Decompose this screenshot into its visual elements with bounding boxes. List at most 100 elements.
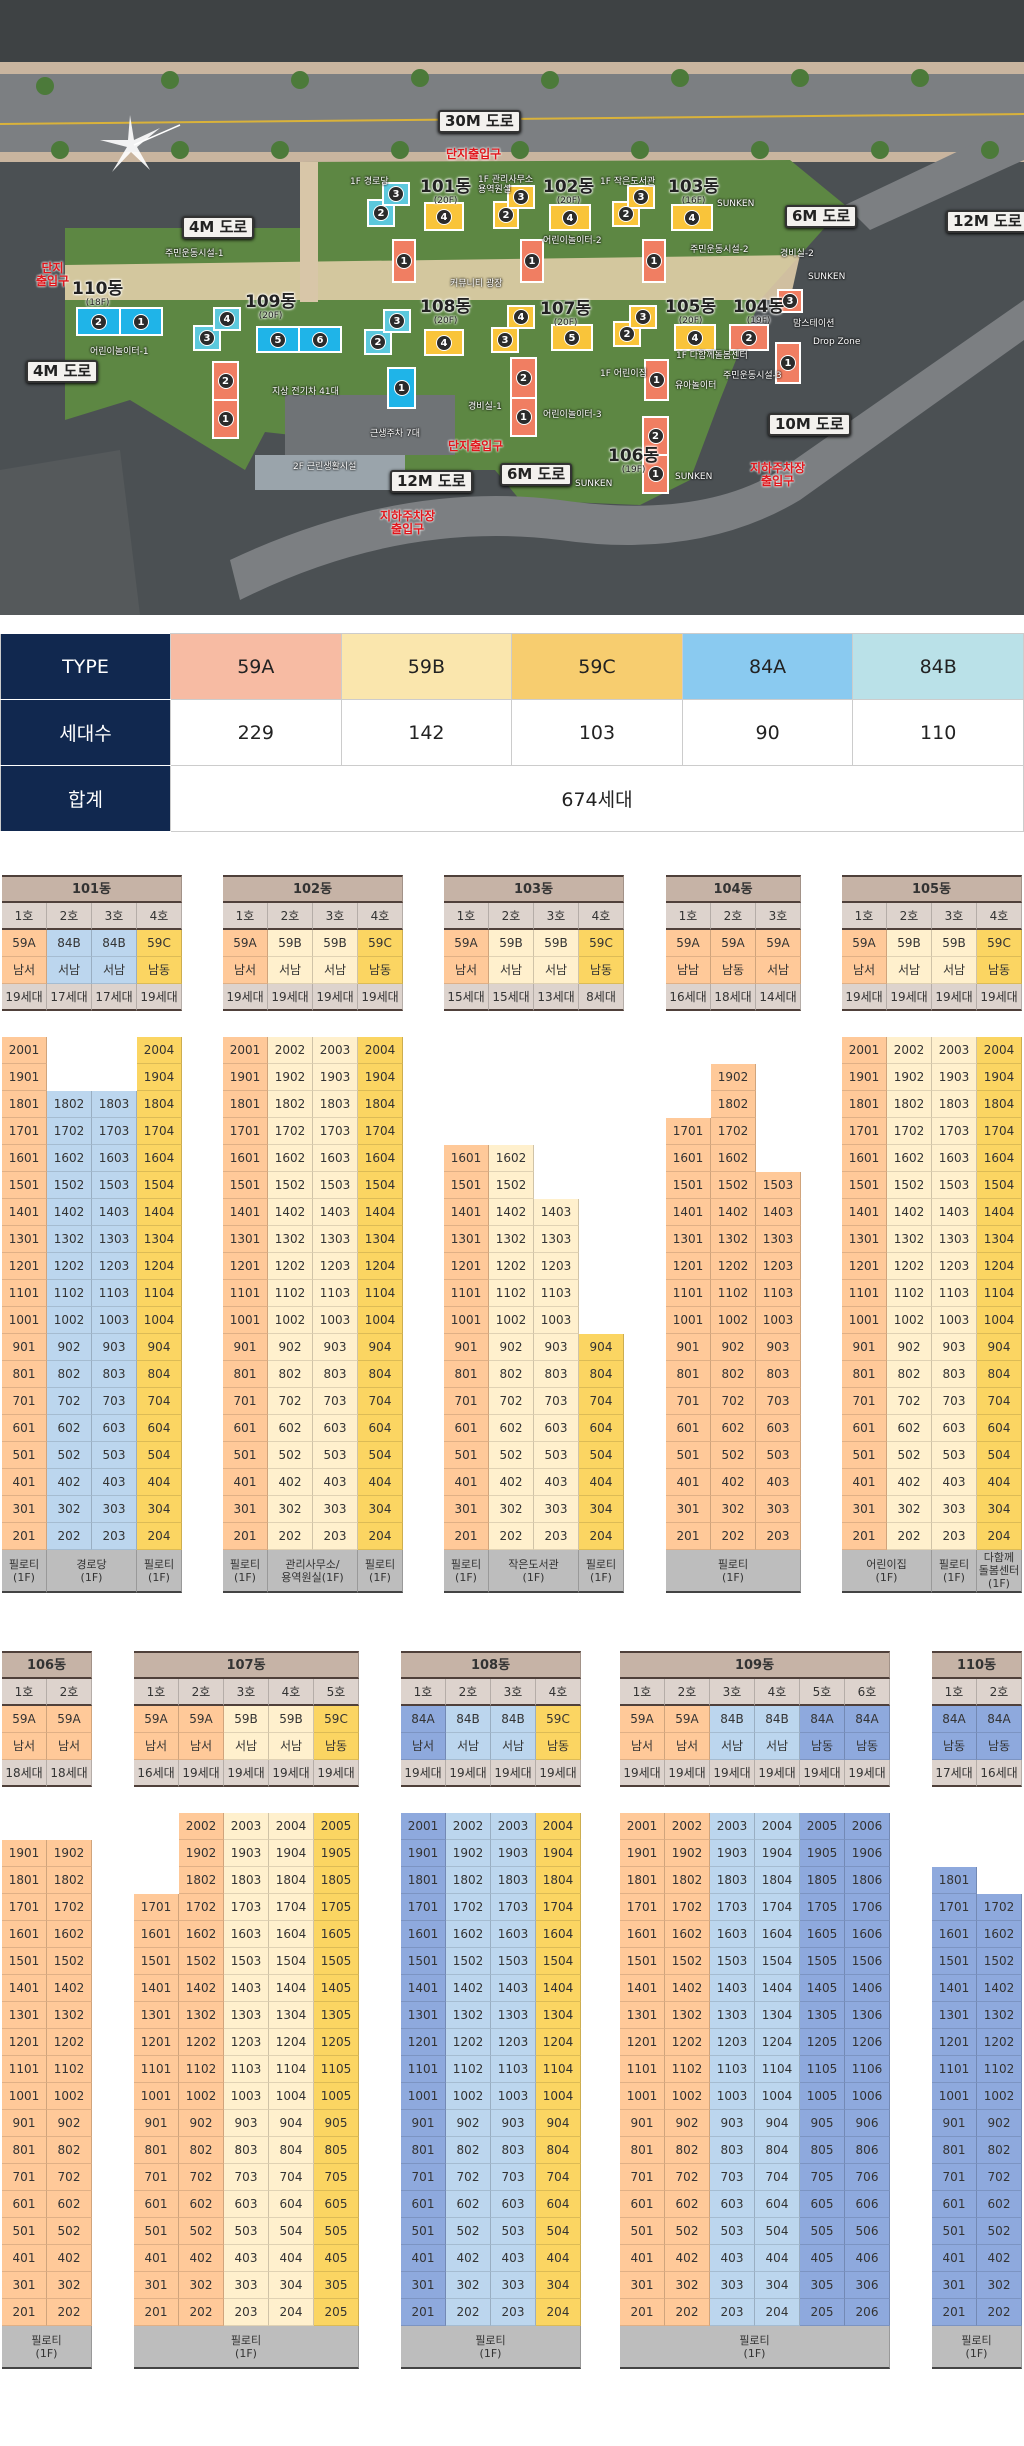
- unit-count-cell: 19세대: [313, 984, 358, 1011]
- unit-cell: 803: [932, 1361, 977, 1388]
- unit-cell: 902: [665, 2110, 710, 2137]
- unit-cell: 1101: [223, 1280, 268, 1307]
- unit-cell: 1205: [800, 2029, 845, 2056]
- unit-cell: 301: [842, 1496, 887, 1523]
- unit-cell: 1602: [887, 1145, 932, 1172]
- unit-no-header: 4호: [137, 903, 182, 930]
- unit-cell: 201: [620, 2299, 665, 2326]
- unit-cell: 701: [223, 1388, 268, 1415]
- unit-cell: 301: [666, 1496, 711, 1523]
- unit-cell: 1502: [47, 1948, 92, 1975]
- unit-cell: 1101: [2, 1280, 47, 1307]
- type-cell: 59C: [511, 633, 683, 700]
- facility-label: 커뮤니티 광장: [450, 279, 503, 289]
- unit-cell: 903: [710, 2110, 755, 2137]
- unit-number-badge: 4: [219, 311, 235, 327]
- entrance-label: 단지출입구: [448, 439, 504, 453]
- unit-cell: 1201: [932, 2029, 977, 2056]
- unit-cell: 502: [268, 1442, 313, 1469]
- unit-cell: 804: [579, 1361, 624, 1388]
- unit-cell: 801: [444, 1361, 489, 1388]
- unit-cell: 906: [845, 2110, 890, 2137]
- unit-cell: 305: [800, 2272, 845, 2299]
- unit-direction-cell: 남동: [536, 1733, 581, 1760]
- unit-cell: 604: [358, 1415, 403, 1442]
- unit-cell: 402: [179, 2245, 224, 2272]
- unit-cell: 1701: [223, 1118, 268, 1145]
- unit-cell: 1704: [977, 1118, 1022, 1145]
- unit-number-badge: 3: [388, 186, 404, 202]
- unit-cell: 1304: [358, 1226, 403, 1253]
- unit-cell: 1903: [491, 1840, 536, 1867]
- unit-cell: 502: [179, 2218, 224, 2245]
- unit-cell: 1104: [977, 1280, 1022, 1307]
- unit-cell: 1901: [2, 1064, 47, 1091]
- unit-no-header: 2호: [665, 1679, 710, 1706]
- unit-cell: 501: [620, 2218, 665, 2245]
- unit-cell: 1704: [137, 1118, 182, 1145]
- unit-cell: 706: [845, 2164, 890, 2191]
- unit-cell: 604: [977, 1415, 1022, 1442]
- unit-cell: 1302: [711, 1226, 756, 1253]
- unit-cell: 803: [534, 1361, 579, 1388]
- unit-type-cell: 84A: [932, 1706, 977, 1733]
- unit-cell: 1104: [536, 2056, 581, 2083]
- unit-type-cell: 84A: [401, 1706, 446, 1733]
- unit-cell: 1005: [314, 2083, 359, 2110]
- unit-cell: 902: [489, 1334, 534, 1361]
- unit-no-header: 4호: [755, 1679, 800, 1706]
- unit-cell: 905: [800, 2110, 845, 2137]
- unit-cell: 402: [489, 1469, 534, 1496]
- unit-cell: 202: [47, 1523, 92, 1550]
- unit-cell: 1701: [2, 1894, 47, 1921]
- unit-cell: 1905: [800, 1840, 845, 1867]
- unit-cell: 601: [666, 1415, 711, 1442]
- unit-cell: 401: [2, 2245, 47, 2272]
- unit-cell: 1503: [92, 1172, 137, 1199]
- unit-cell: 702: [268, 1388, 313, 1415]
- unit-cell: 2002: [268, 1037, 313, 1064]
- unit-cell: 1502: [711, 1172, 756, 1199]
- unit-no-header: 6호: [845, 1679, 890, 1706]
- unit-cell: 202: [268, 1523, 313, 1550]
- road-label: 30M 도로: [438, 110, 521, 133]
- unit-cell: 1804: [755, 1867, 800, 1894]
- piloti-cell: 필로티 (1F): [444, 1550, 489, 1593]
- unit-no-header: 4호: [269, 1679, 314, 1706]
- unit-cell: 1402: [179, 1975, 224, 2002]
- unit-cell: 802: [977, 2137, 1022, 2164]
- unit-no-header: 1호: [223, 903, 268, 930]
- unit-cell: 702: [47, 2164, 92, 2191]
- road-label: 4M 도로: [26, 360, 99, 383]
- unit-cell: 504: [358, 1442, 403, 1469]
- unit-cell: 1301: [134, 2002, 179, 2029]
- unit-cell: 801: [2, 1361, 47, 1388]
- unit-cell: 1206: [845, 2029, 890, 2056]
- unit-type-cell: 59C: [137, 930, 182, 957]
- facility-label: 어린이놀이터-2: [543, 236, 602, 246]
- unit-cell: 1001: [666, 1307, 711, 1334]
- unit-cell: 203: [313, 1523, 358, 1550]
- unit-type-cell: 59A: [756, 930, 801, 957]
- unit-cell: 1401: [666, 1199, 711, 1226]
- unit-cell: 702: [47, 1388, 92, 1415]
- unit-count-cell: 18세대: [47, 1760, 92, 1787]
- unit-cell: 803: [710, 2137, 755, 2164]
- unit-number-badge: 1: [396, 253, 412, 269]
- unit-cell: 1204: [977, 1253, 1022, 1280]
- unit-cell: 404: [137, 1469, 182, 1496]
- unit-cell: 802: [711, 1361, 756, 1388]
- unit-cell: 1302: [179, 2002, 224, 2029]
- unit-cell: 1404: [137, 1199, 182, 1226]
- unit-type-cell: 59B: [269, 1706, 314, 1733]
- building-name-header: 104동: [666, 875, 801, 903]
- unit-count-cell: 19세대: [314, 1760, 359, 1787]
- unit-cell: 1003: [491, 2083, 536, 2110]
- unit-direction-cell: 서남: [446, 1733, 491, 1760]
- unit-cell: 902: [47, 1334, 92, 1361]
- unit-cell: 1202: [179, 2029, 224, 2056]
- unit-no-header: 3호: [932, 903, 977, 930]
- unit-no-header: 4호: [358, 903, 403, 930]
- unit-cell: 901: [223, 1334, 268, 1361]
- unit-cell: 1301: [2, 1226, 47, 1253]
